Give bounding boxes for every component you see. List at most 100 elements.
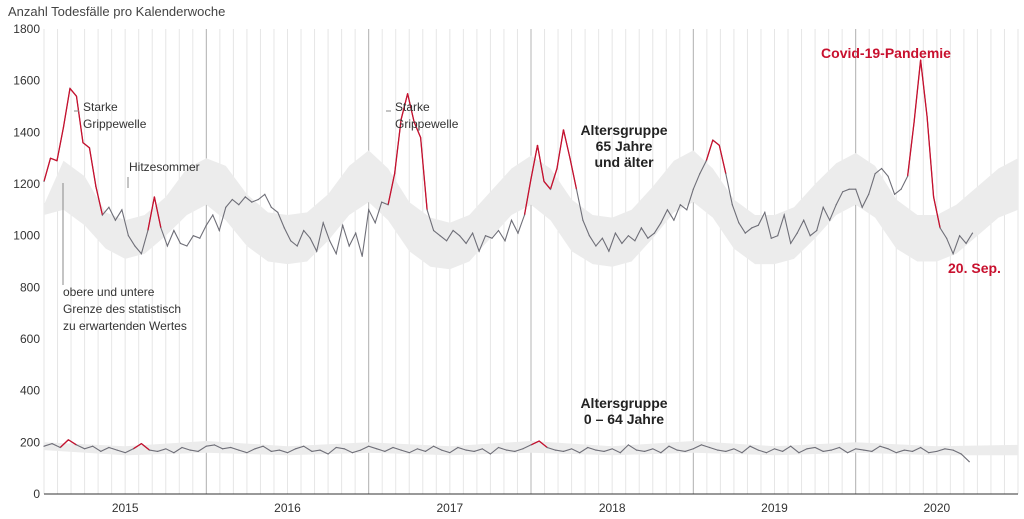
data-point: [517, 232, 519, 234]
data-point: [913, 121, 915, 123]
excess-segment: [536, 145, 545, 182]
data-point: [181, 446, 183, 449]
data-point: [179, 242, 181, 244]
data-point: [205, 224, 207, 226]
excess-segment: [913, 59, 922, 123]
data-point: [230, 446, 232, 449]
data-point: [262, 445, 264, 447]
excess-segment: [95, 186, 104, 216]
data-point: [56, 160, 58, 162]
excess-segment: [75, 96, 84, 143]
data-point: [49, 157, 52, 159]
data-point: [251, 201, 253, 203]
data-point: [213, 444, 215, 446]
data-point: [842, 191, 844, 193]
data-point: [277, 211, 279, 213]
data-point: [124, 452, 126, 454]
data-point: [903, 449, 906, 451]
data-point: [322, 222, 324, 224]
data-point: [459, 235, 461, 237]
annotation-band-note: obere und untere: [63, 285, 155, 299]
data-point: [408, 452, 410, 454]
excess-segment: [906, 121, 915, 177]
data-point: [189, 449, 191, 451]
data-point: [400, 449, 402, 451]
data-point: [384, 450, 386, 452]
data-point: [895, 452, 897, 454]
data-point: [900, 188, 902, 190]
data-point: [725, 173, 727, 175]
data-point: [100, 450, 102, 452]
data-point: [644, 450, 646, 452]
data-point: [855, 188, 857, 190]
data-point: [160, 227, 162, 229]
excess-segment: [82, 142, 90, 149]
x-tick-label: 2019: [761, 501, 788, 515]
data-point: [668, 445, 670, 447]
series-line-0: [43, 59, 973, 257]
data-point: [684, 450, 686, 452]
data-point: [439, 235, 441, 237]
data-point: [881, 167, 883, 170]
data-point: [465, 449, 467, 451]
annotation-grippewelle-2: Starke: [395, 100, 430, 114]
data-point: [360, 449, 362, 451]
data-point: [587, 446, 589, 449]
y-tick-label: 600: [20, 332, 40, 346]
chart-title: Anzahl Todesfälle pro Kalenderwoche: [8, 4, 226, 19]
data-point: [652, 448, 654, 450]
data-point: [355, 232, 357, 234]
data-point: [944, 448, 946, 450]
data-point: [806, 448, 808, 450]
data-point: [254, 448, 256, 450]
group-label-65-plus: und älter: [594, 154, 654, 170]
data-point: [571, 448, 573, 450]
data-point: [387, 204, 389, 206]
data-point: [69, 87, 71, 89]
data-point: [920, 446, 922, 449]
data-point: [335, 253, 337, 255]
data-point: [952, 253, 954, 255]
data-point: [965, 242, 967, 244]
excess-segment: [926, 116, 935, 197]
excess-segment: [556, 129, 565, 169]
data-point: [556, 167, 558, 170]
data-point: [764, 211, 766, 213]
data-point: [777, 235, 779, 237]
data-point: [290, 240, 292, 242]
excess-segment: [50, 157, 58, 162]
excess-segment: [147, 196, 156, 231]
data-point: [603, 450, 605, 452]
data-point: [863, 449, 865, 451]
data-point: [773, 448, 776, 450]
data-point: [699, 173, 701, 175]
excess-segment: [712, 139, 720, 146]
y-tick-label: 1000: [13, 229, 40, 243]
annotation-hitzesommer: Hitzesommer: [129, 160, 200, 174]
data-point: [491, 237, 493, 239]
data-point: [887, 448, 889, 450]
data-point: [295, 448, 297, 450]
data-point: [452, 229, 454, 232]
data-point: [186, 245, 188, 247]
data-point: [549, 188, 552, 190]
y-tick-label: 800: [20, 280, 40, 294]
data-point: [530, 444, 532, 446]
group-label-0-64: 0 – 64 Jahre: [584, 411, 664, 427]
data-point: [946, 237, 948, 239]
data-point: [562, 129, 565, 131]
data-point: [673, 219, 675, 221]
data-point: [449, 452, 451, 454]
data-point: [114, 219, 116, 221]
data-point: [62, 126, 65, 128]
data-point: [770, 237, 772, 239]
data-point: [523, 214, 526, 216]
excess-segment: [387, 173, 396, 205]
data-point: [416, 448, 418, 450]
data-point: [484, 235, 487, 237]
data-point: [809, 235, 811, 237]
data-point: [361, 255, 363, 257]
data-point: [712, 139, 714, 141]
data-point: [75, 444, 78, 446]
data-point: [446, 240, 448, 242]
